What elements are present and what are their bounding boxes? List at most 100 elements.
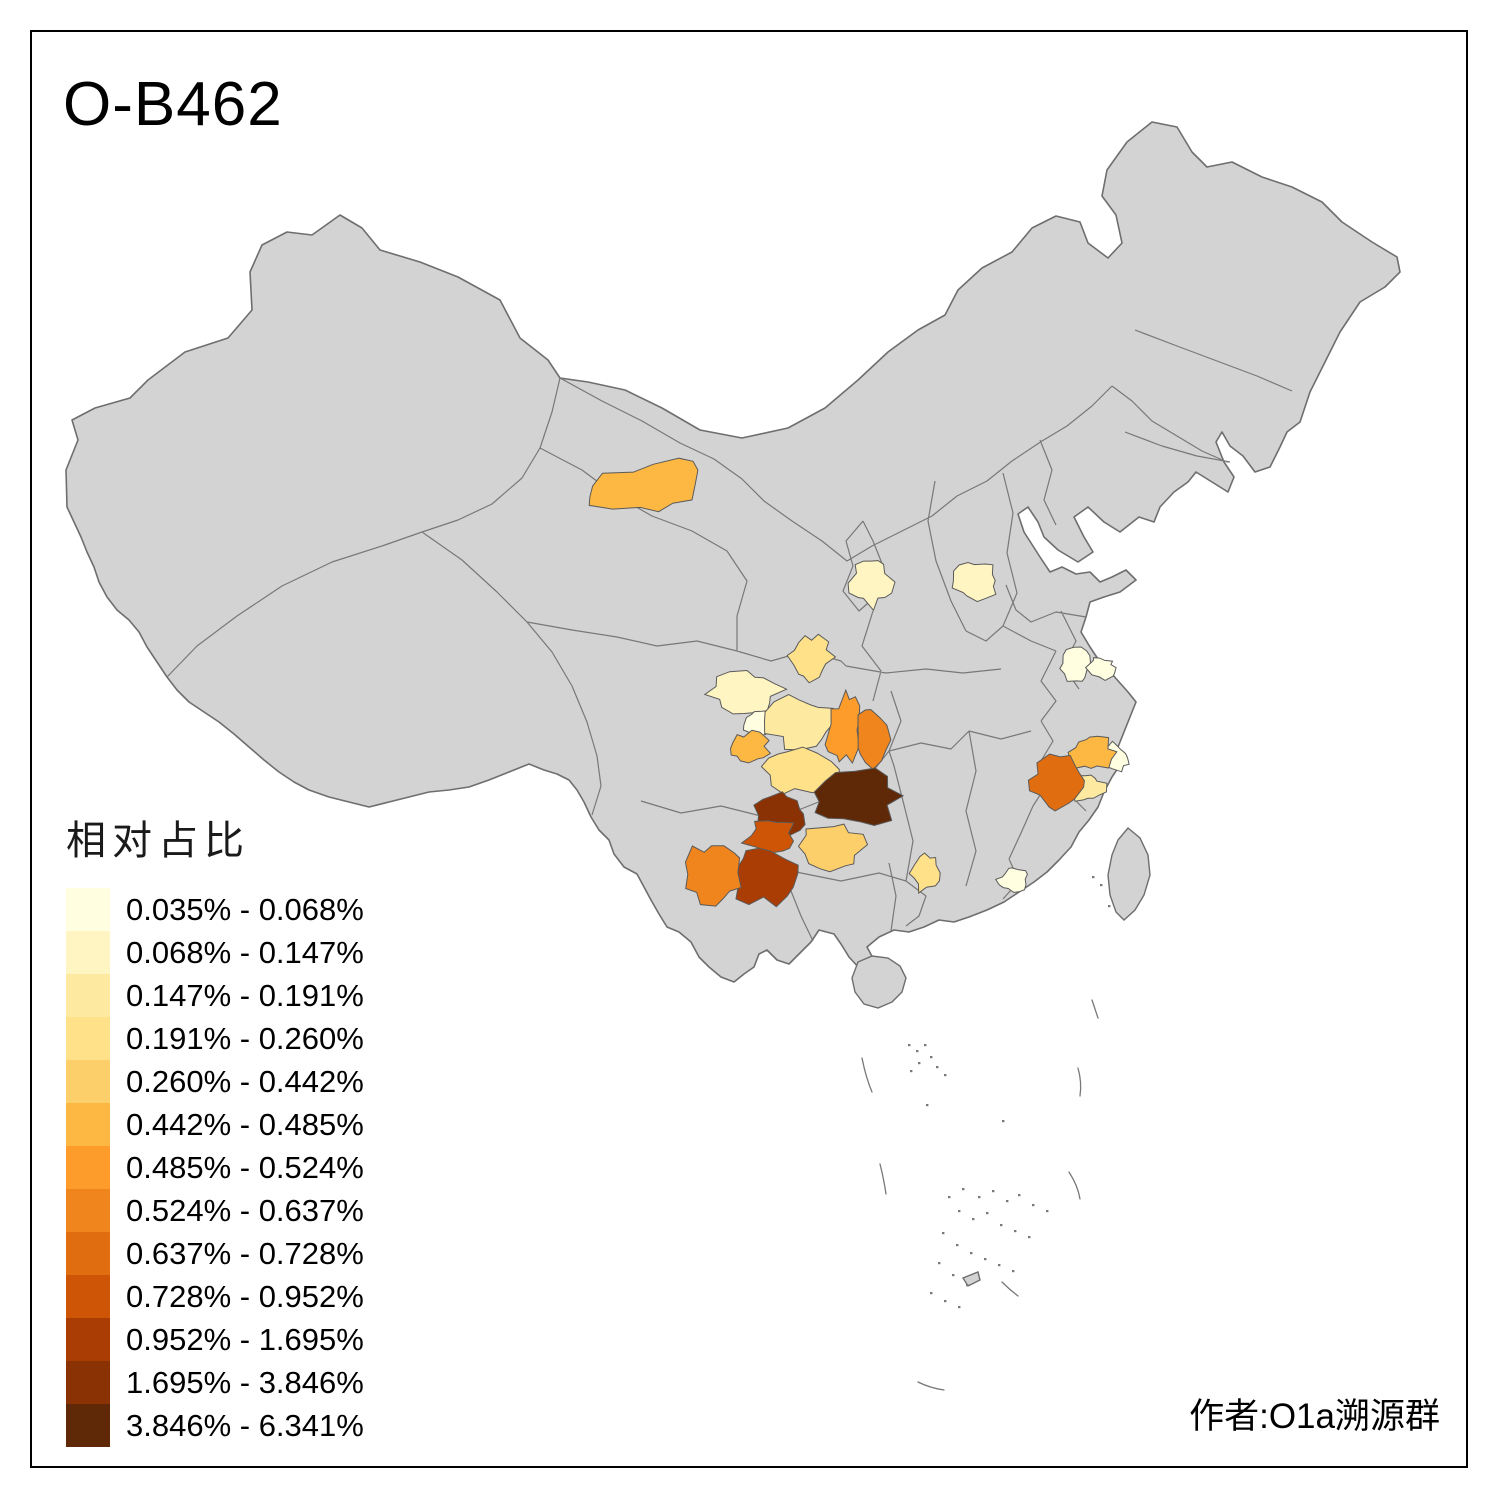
legend-swatch	[66, 974, 110, 1017]
legend-swatch	[66, 888, 110, 931]
sea-speck	[978, 1196, 981, 1199]
sea-speck	[958, 1210, 961, 1213]
sea-speck-dots	[908, 876, 1111, 1309]
sea-speck	[956, 1244, 959, 1247]
legend-label: 0.191% - 0.260%	[126, 1020, 364, 1056]
sea-speck	[1002, 1120, 1005, 1123]
sea-speck	[1108, 905, 1111, 908]
legend-swatch	[66, 931, 110, 974]
legend-item: 0.442% - 0.485%	[66, 1103, 364, 1146]
sea-speck	[992, 1190, 995, 1193]
map-region-r17	[797, 823, 869, 873]
map-region-r16	[684, 845, 742, 907]
sea-speck	[1092, 876, 1095, 879]
legend-swatch	[66, 1318, 110, 1361]
legend-items: 0.035% - 0.068% 0.068% - 0.147% 0.147% - 0…	[66, 888, 364, 1447]
legend-swatch	[66, 1232, 110, 1275]
sea-speck	[952, 1274, 955, 1277]
legend-swatch	[66, 1189, 110, 1232]
legend-swatch	[66, 1404, 110, 1447]
sea-speck	[966, 1284, 969, 1287]
choropleth-regions	[588, 457, 1130, 908]
sea-speck	[1014, 1230, 1017, 1233]
legend-label: 3.846% - 6.341%	[126, 1407, 364, 1443]
legend-label: 0.524% - 0.637%	[126, 1192, 364, 1228]
legend-label: 0.952% - 1.695%	[126, 1321, 364, 1357]
south-sea-islet	[961, 1271, 981, 1287]
legend-label: 0.485% - 0.524%	[126, 1149, 364, 1185]
legend-label: 0.147% - 0.191%	[126, 977, 364, 1013]
hainan-island	[851, 955, 907, 1009]
map-region-r25	[1027, 753, 1085, 812]
sea-speck	[938, 1262, 941, 1265]
legend-item: 0.952% - 1.695%	[66, 1318, 364, 1361]
sea-speck	[930, 1292, 933, 1295]
sea-speck	[944, 1074, 947, 1077]
sea-speck	[918, 1062, 921, 1065]
sea-speck	[998, 1264, 1001, 1267]
map-region-r21	[1084, 657, 1117, 681]
legend-item: 0.524% - 0.637%	[66, 1189, 364, 1232]
map-region-r10	[824, 688, 861, 765]
islands-group	[851, 827, 1151, 1287]
sea-speck	[958, 1306, 961, 1309]
legend: 相对占比 0.035% - 0.068% 0.068% - 0.147% 0.147…	[66, 808, 364, 1447]
sea-speck	[962, 1188, 965, 1191]
attribution-text: 作者:O1a溯源群	[1189, 1397, 1440, 1436]
legend-swatch	[66, 1103, 110, 1146]
legend-item: 0.637% - 0.728%	[66, 1232, 364, 1275]
legend-swatch	[66, 1060, 110, 1103]
sea-speck	[1028, 1236, 1031, 1239]
sea-speck	[926, 1104, 929, 1107]
map-region-r04	[786, 633, 837, 684]
sea-speck	[970, 1252, 973, 1255]
legend-swatch	[66, 1017, 110, 1060]
map-region-r18	[908, 852, 941, 894]
sea-speck	[936, 1066, 939, 1069]
sea-speck	[972, 1218, 975, 1221]
sea-speck	[1032, 1204, 1035, 1207]
sea-speck	[948, 1196, 951, 1199]
map-region-r07	[763, 693, 838, 751]
legend-item: 0.035% - 0.068%	[66, 888, 364, 931]
legend-label: 0.442% - 0.485%	[126, 1106, 364, 1142]
legend-swatch	[66, 1146, 110, 1189]
legend-item: 0.728% - 0.952%	[66, 1275, 364, 1318]
legend-swatch	[66, 1361, 110, 1404]
map-region-r01	[588, 457, 699, 513]
sea-speck	[986, 1212, 989, 1215]
legend-label: 0.035% - 0.068%	[126, 891, 364, 927]
legend-item: 3.846% - 6.341%	[66, 1404, 364, 1447]
legend-label: 1.695% - 3.846%	[126, 1364, 364, 1400]
legend-title: 相对占比	[66, 819, 250, 863]
sea-speck	[1046, 1210, 1049, 1213]
map-region-r14	[740, 820, 795, 855]
map-region-r08	[729, 729, 772, 764]
legend-item: 0.485% - 0.524%	[66, 1146, 364, 1189]
legend-item: 0.191% - 0.260%	[66, 1017, 364, 1060]
plot-title: O-B462	[63, 70, 283, 139]
map-region-r02	[847, 560, 896, 612]
sea-speck	[930, 1056, 933, 1059]
sea-speck	[908, 1044, 911, 1047]
sea-speck	[944, 1300, 947, 1303]
sea-speck	[984, 1258, 987, 1261]
legend-label: 0.637% - 0.728%	[126, 1235, 364, 1271]
legend-item: 1.695% - 3.846%	[66, 1361, 364, 1404]
sea-speck	[1012, 1270, 1015, 1273]
map-region-r11	[857, 709, 892, 770]
map-region-r20	[1059, 646, 1092, 682]
legend-item: 0.260% - 0.442%	[66, 1060, 364, 1103]
sea-speck	[1000, 1224, 1003, 1227]
map-region-r03	[951, 561, 997, 603]
legend-label: 0.260% - 0.442%	[126, 1063, 364, 1099]
sea-speck	[924, 1044, 927, 1047]
legend-item: 0.068% - 0.147%	[66, 931, 364, 974]
sea-speck	[910, 1070, 913, 1073]
taiwan-island	[1107, 827, 1151, 921]
map-region-r12	[813, 767, 905, 827]
legend-item: 0.147% - 0.191%	[66, 974, 364, 1017]
map-region-r19	[994, 867, 1028, 893]
sea-speck	[1006, 1200, 1009, 1203]
